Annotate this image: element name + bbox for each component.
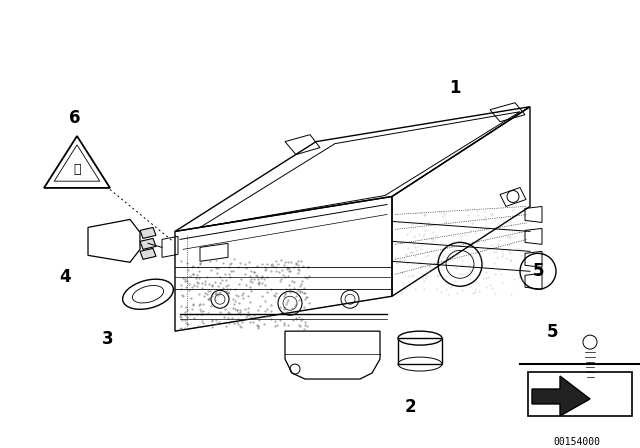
Polygon shape (140, 238, 156, 250)
Text: 00154000: 00154000 (554, 437, 600, 447)
Polygon shape (140, 228, 156, 238)
Text: ✋: ✋ (73, 163, 81, 176)
Text: 2: 2 (404, 398, 416, 416)
Text: 5: 5 (532, 262, 544, 280)
Text: 4: 4 (59, 268, 71, 286)
Polygon shape (140, 248, 156, 259)
Text: 6: 6 (69, 109, 81, 127)
Polygon shape (532, 376, 590, 416)
Text: 5: 5 (547, 323, 559, 341)
Text: 1: 1 (449, 79, 461, 97)
Text: 3: 3 (102, 330, 114, 348)
